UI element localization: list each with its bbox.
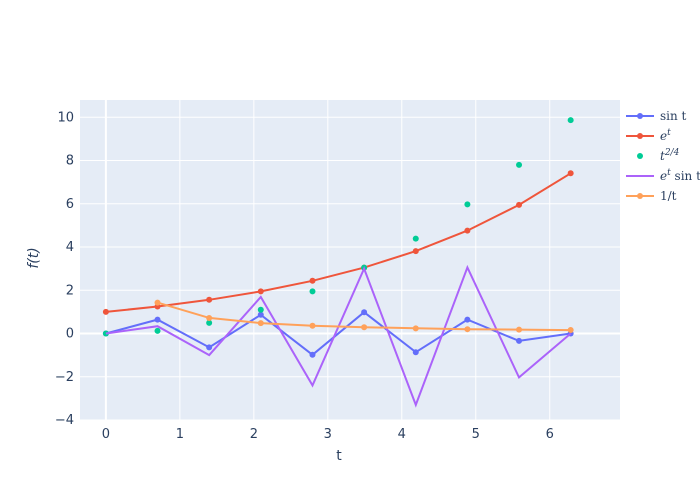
x-tick-label: 1: [176, 427, 184, 442]
data-point: [257, 288, 264, 295]
legend-item[interactable]: t2/4: [637, 148, 680, 163]
y-tick-label: 0: [66, 327, 74, 342]
series-layer: [102, 117, 574, 408]
legend[interactable]: sin t et t2/4 et sin t 1/t: [626, 109, 700, 203]
data-point: [257, 311, 264, 318]
data-point: [516, 201, 523, 208]
legend-item[interactable]: 1/t: [626, 189, 677, 203]
data-point: [154, 316, 161, 323]
legend-label: et: [660, 128, 671, 143]
data-point: [206, 319, 213, 326]
data-point: [464, 201, 471, 208]
x-tick-label: 4: [398, 427, 406, 442]
data-point: [412, 248, 419, 255]
data-point: [257, 320, 264, 327]
grid-lines: [80, 100, 620, 421]
data-point: [464, 326, 471, 333]
data-point: [206, 296, 213, 303]
x-tick-label: 3: [324, 427, 332, 442]
series-1-t: [154, 299, 574, 334]
data-point: [464, 316, 471, 323]
y-tick-label: 4: [66, 240, 74, 255]
y-tick-label: −2: [55, 370, 74, 385]
legend-item[interactable]: et: [626, 128, 671, 143]
data-point: [412, 325, 419, 332]
data-point: [516, 326, 523, 333]
legend-swatch: [637, 113, 643, 119]
data-point: [309, 277, 316, 284]
data-point: [361, 324, 368, 331]
data-point: [516, 337, 523, 344]
legend-item[interactable]: et sin t: [626, 168, 700, 183]
legend-swatch: [637, 133, 643, 139]
data-point: [567, 327, 574, 334]
x-tick-label: 0: [102, 427, 110, 442]
data-point: [102, 330, 109, 337]
data-point: [257, 306, 264, 313]
legend-label: sin t: [660, 109, 687, 123]
legend-label: et sin t: [660, 168, 700, 183]
data-point: [309, 322, 316, 329]
x-tick-label: 6: [546, 427, 554, 442]
data-point: [154, 299, 161, 306]
data-point: [206, 314, 213, 321]
legend-item[interactable]: sin t: [626, 109, 687, 123]
y-tick-label: −4: [55, 413, 74, 428]
data-point: [361, 309, 368, 316]
data-point: [567, 170, 574, 177]
data-point: [154, 327, 161, 334]
series-line: [105, 172, 572, 313]
data-point: [516, 161, 523, 168]
data-point: [309, 351, 316, 358]
x-tick-label: 5: [472, 427, 480, 442]
y-tick-label: 6: [66, 197, 74, 212]
legend-swatch: [637, 193, 643, 199]
legend-label: t2/4: [660, 148, 680, 163]
data-point: [412, 235, 419, 242]
tick-labels: 0 1 2 3 4 5 6 −4 −2 0 2 4 6 8 10: [55, 110, 554, 442]
legend-swatch: [637, 153, 643, 159]
data-point: [309, 288, 316, 295]
data-point: [206, 344, 213, 351]
y-tick-label: 10: [57, 110, 74, 125]
legend-label: 1/t: [660, 189, 677, 203]
y-tick-label: 2: [66, 283, 74, 298]
series-t-2-4: [102, 117, 574, 337]
series-e-t: [102, 170, 574, 315]
data-point: [102, 308, 109, 315]
plot-background: [80, 100, 620, 420]
data-point: [567, 117, 574, 124]
x-axis-title: t: [336, 448, 342, 464]
data-point: [464, 227, 471, 234]
y-tick-label: 8: [66, 154, 74, 169]
data-point: [412, 349, 419, 356]
y-axis-title: f(t): [26, 247, 42, 268]
x-tick-label: 2: [250, 427, 258, 442]
